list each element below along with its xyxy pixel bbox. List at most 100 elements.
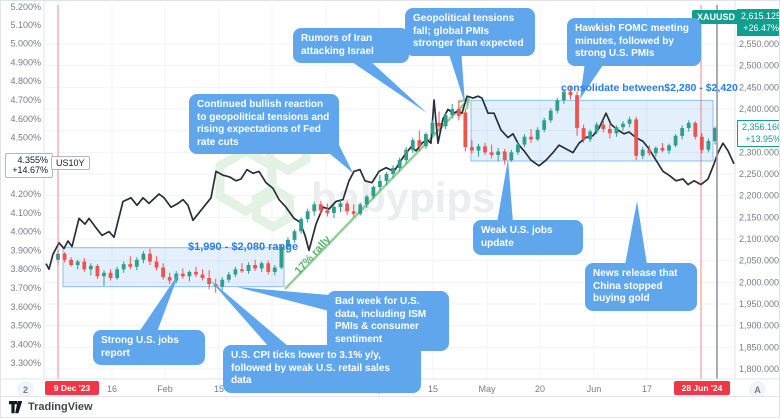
time-axis-tick[interactable]: 17 [642, 384, 652, 394]
candle-body [601, 124, 606, 129]
right-axis-tick: 2,500.000 [739, 61, 779, 71]
last-price-change: +13.95% [745, 133, 780, 144]
callout-china-gold[interactable]: News release that China stopped buying g… [585, 263, 697, 311]
time-axis-tick[interactable]: 16 [107, 384, 117, 394]
left-axis-tick: 3.900% [10, 245, 41, 255]
time-axis-tick[interactable]: 15 [428, 384, 438, 394]
right-axis-tick: 2,300.000 [739, 147, 779, 157]
range-box[interactable] [470, 99, 714, 162]
candle-body [134, 259, 139, 267]
right-axis-tick: 2,450.000 [739, 82, 779, 92]
right-axis-tick: 1,850.000 [739, 342, 779, 352]
left-axis-tick: 4.700% [10, 95, 41, 105]
candle-body [207, 278, 212, 285]
candle-body [378, 180, 382, 187]
candle-body [581, 128, 586, 140]
candle-body [673, 135, 678, 146]
candle-body [75, 261, 80, 265]
time-axis-tick[interactable]: 20 [535, 384, 545, 394]
symbol-change: +26.47% [743, 22, 779, 33]
left-axis-tick: 3.600% [10, 302, 41, 312]
candle-body [680, 128, 685, 136]
candle-body [699, 136, 704, 150]
callout-bad-week[interactable]: Bad week for U.S. data, including ISM PM… [327, 291, 449, 351]
candle-body [364, 196, 369, 205]
candle-body [437, 122, 441, 127]
left-axis-tick: 5.000% [10, 39, 41, 49]
left-axis-tick: 3.400% [10, 339, 41, 349]
us10y-value-box: 4.355% +14.67% [5, 153, 53, 178]
left-axis-tick: 5.100% [10, 20, 41, 30]
time-axis-tick[interactable]: Feb [157, 384, 173, 394]
candle-body [456, 109, 461, 116]
candle-body [338, 203, 343, 207]
right-axis-tick: 2,250.000 [739, 169, 779, 179]
auto-scale-button[interactable]: A [749, 381, 766, 398]
left-axis-tick: 4.000% [10, 227, 41, 237]
candle-body [502, 151, 507, 161]
candle-body [463, 112, 468, 148]
candle-body [141, 253, 146, 260]
candle-body [443, 115, 448, 127]
candle-body [332, 206, 336, 213]
callout-tail-bad-week [237, 287, 329, 311]
left-axis-tick: 3.800% [10, 264, 41, 274]
right-axis-tick: 2,100.000 [739, 234, 779, 244]
callout-tail-strong-jobs [139, 273, 179, 332]
candle-body [621, 123, 625, 128]
candle-body [417, 140, 422, 147]
candle-body [529, 136, 533, 140]
candle-body [62, 253, 67, 260]
us10y-label[interactable]: US10Y [51, 156, 90, 171]
tradingview-logo-text[interactable]: TradingView [28, 401, 93, 413]
consolidate-annotation[interactable]: consolidate between$2,280 - $2,420 [561, 82, 738, 94]
right-axis-tick: 1,950.000 [739, 299, 779, 309]
candle-body [220, 279, 225, 287]
candle-body [483, 146, 487, 153]
right-axis-tick: 2,550.000 [739, 39, 779, 49]
candle-body [660, 148, 665, 151]
trend-arrow-line[interactable] [284, 98, 470, 290]
candle-body [161, 267, 166, 278]
timezone-button[interactable]: 2 [17, 381, 34, 398]
range-start-badge[interactable]: 9 Dec '23 [45, 381, 99, 395]
candle-body [634, 119, 639, 156]
candle-body [226, 274, 231, 280]
right-axis-tick: 2,200.000 [739, 191, 779, 201]
time-axis-tick[interactable]: Jun [587, 384, 602, 394]
candle-body [299, 219, 303, 232]
candle-body [148, 253, 152, 262]
callout-hawkish-fomc[interactable]: Hawkish FOMC meeting minutes, followed b… [567, 18, 701, 66]
candle-body [614, 127, 619, 134]
callout-weak-jobs[interactable]: Weak U.S. jobs update [473, 220, 583, 255]
left-axis-tick: 4.100% [10, 208, 41, 218]
range-annotation[interactable]: $1,990 - $2,080 range [188, 241, 299, 253]
left-axis-tick: 5.200% [10, 2, 41, 12]
time-axis-tick[interactable]: May [478, 384, 496, 394]
callout-strong-jobs[interactable]: Strong U.S. jobs report [93, 330, 205, 365]
callout-geo-fall[interactable]: Geopolitical tensions fall; global PMIs … [405, 8, 535, 56]
candle-body [575, 95, 579, 129]
tradingview-logo-icon [9, 400, 23, 413]
candle-body [279, 246, 284, 268]
symbol-badge[interactable]: XAUUSD [692, 10, 741, 24]
callout-us-cpi[interactable]: U.S. CPI ticks lower to 3.1% y/y, follow… [223, 345, 421, 393]
left-axis-tick: 4.600% [10, 114, 41, 124]
callout-bullish-geo[interactable]: Continued bullish reaction to geopolitic… [189, 94, 339, 154]
range-end-badge[interactable]: 28 Jun '24 [674, 381, 730, 395]
candle-body [430, 122, 435, 135]
callout-tail-china-gold [625, 201, 647, 265]
us10y-value: 4.355% [17, 155, 48, 165]
right-axis-tick: 1,900.000 [739, 321, 779, 331]
time-axis-tick[interactable]: 15 [214, 384, 224, 394]
candle-body [259, 263, 264, 269]
candle-body [345, 203, 349, 212]
watermark-text: babypips [311, 174, 495, 221]
callout-rumors-iran[interactable]: Rumors of Iran attacking Israel [293, 28, 409, 63]
left-axis-tick: 4.500% [10, 133, 41, 143]
symbol-price-box: 2,615.125 +26.47% [737, 9, 779, 37]
candle-body [351, 211, 356, 214]
candle-body [450, 109, 455, 116]
candle-body [240, 269, 244, 272]
candle-body [318, 204, 323, 211]
